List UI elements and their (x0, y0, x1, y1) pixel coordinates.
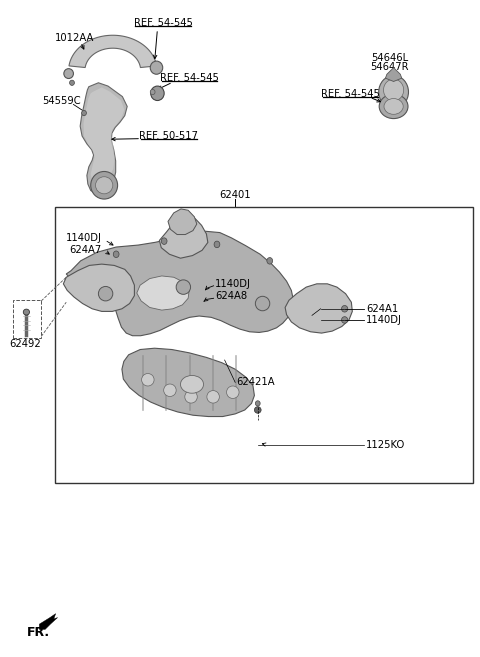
Ellipse shape (341, 317, 348, 323)
Text: 62401: 62401 (219, 190, 251, 200)
Text: 624A7: 624A7 (70, 244, 102, 255)
Ellipse shape (255, 296, 270, 311)
Ellipse shape (176, 280, 191, 294)
Ellipse shape (254, 407, 261, 413)
Ellipse shape (150, 61, 163, 74)
Text: 1012AA: 1012AA (55, 33, 94, 43)
Ellipse shape (255, 401, 260, 406)
Ellipse shape (161, 238, 167, 244)
Ellipse shape (384, 79, 404, 101)
Ellipse shape (227, 386, 239, 398)
Bar (55, 207, 473, 483)
Ellipse shape (207, 390, 219, 403)
Ellipse shape (151, 86, 164, 101)
Polygon shape (39, 614, 58, 629)
Text: 54646L: 54646L (371, 53, 408, 63)
Bar (13, 300, 41, 338)
Text: 1140DJ: 1140DJ (215, 279, 251, 289)
Text: 1140DJ: 1140DJ (66, 233, 102, 243)
Polygon shape (168, 209, 197, 235)
Ellipse shape (113, 251, 119, 258)
Text: 62421A: 62421A (236, 377, 275, 388)
Polygon shape (66, 231, 293, 336)
Ellipse shape (214, 241, 220, 248)
Text: REF. 50-517: REF. 50-517 (140, 131, 198, 141)
Polygon shape (84, 87, 124, 185)
Polygon shape (69, 35, 156, 68)
Ellipse shape (341, 306, 348, 312)
Ellipse shape (70, 80, 74, 85)
Text: FR.: FR. (26, 625, 49, 639)
Ellipse shape (23, 309, 30, 315)
Ellipse shape (379, 95, 408, 118)
Text: 1125KO: 1125KO (366, 440, 405, 450)
Text: 1140DJ: 1140DJ (366, 315, 402, 325)
Ellipse shape (150, 89, 155, 95)
Ellipse shape (267, 258, 273, 264)
Ellipse shape (379, 76, 408, 108)
Ellipse shape (180, 376, 204, 393)
Text: REF. 54-545: REF. 54-545 (160, 72, 219, 83)
Text: 624A8: 624A8 (215, 291, 247, 302)
Ellipse shape (185, 390, 197, 403)
Polygon shape (80, 83, 127, 193)
Polygon shape (385, 68, 402, 81)
Polygon shape (122, 348, 254, 417)
Text: 62492: 62492 (9, 339, 41, 350)
Polygon shape (285, 284, 352, 333)
Text: REF. 54-545: REF. 54-545 (321, 89, 380, 99)
Ellipse shape (142, 373, 154, 386)
Ellipse shape (64, 68, 73, 79)
Ellipse shape (164, 384, 176, 396)
Ellipse shape (91, 171, 118, 199)
Ellipse shape (384, 99, 403, 114)
Text: REF. 54-545: REF. 54-545 (134, 18, 192, 28)
Text: 54559C: 54559C (42, 95, 81, 106)
Ellipse shape (98, 286, 113, 301)
Text: 624A1: 624A1 (366, 304, 398, 314)
Polygon shape (159, 216, 208, 258)
Ellipse shape (96, 177, 113, 194)
Polygon shape (63, 264, 134, 311)
Polygon shape (137, 276, 189, 310)
Ellipse shape (82, 110, 86, 116)
Text: 54647R: 54647R (371, 62, 409, 72)
